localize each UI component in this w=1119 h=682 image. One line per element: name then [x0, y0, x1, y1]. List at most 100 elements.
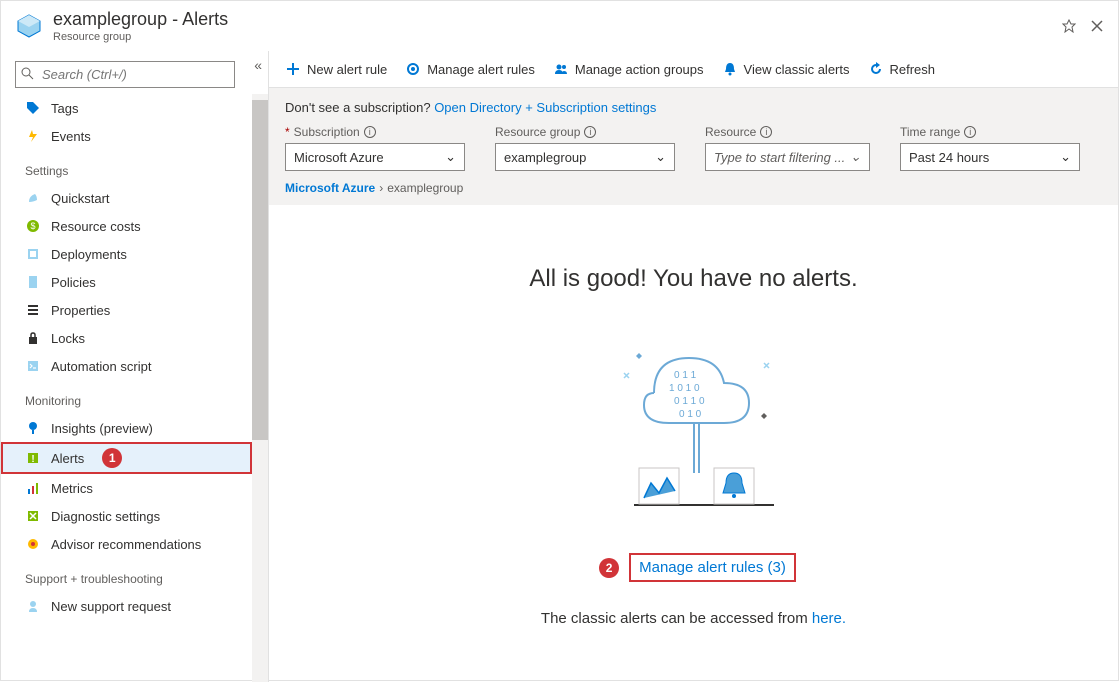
info-icon[interactable]: i	[364, 126, 376, 138]
filter-label: Resource group	[495, 125, 580, 139]
dropdown-value: Microsoft Azure	[294, 150, 384, 165]
breadcrumb-separator: ›	[379, 181, 383, 195]
sidebar-item-insights[interactable]: Insights (preview)	[1, 414, 252, 442]
header-actions	[1062, 19, 1104, 33]
sidebar-item-properties[interactable]: Properties	[1, 296, 252, 324]
events-icon	[25, 128, 41, 144]
nav-section-support: Support + troubleshooting	[1, 558, 252, 592]
group-icon	[553, 61, 569, 77]
directory-settings-link[interactable]: Open Directory + Subscription settings	[434, 100, 656, 115]
chevron-down-icon: ⌄	[1060, 149, 1071, 165]
dropdown-placeholder: Type to start filtering ...	[714, 150, 845, 165]
close-icon[interactable]	[1090, 19, 1104, 33]
sidebar-item-automation[interactable]: Automation script	[1, 352, 252, 380]
empty-state-title: All is good! You have no alerts.	[529, 265, 857, 293]
sidebar-item-locks[interactable]: Locks	[1, 324, 252, 352]
gear-icon	[405, 61, 421, 77]
breadcrumb-root[interactable]: Microsoft Azure	[285, 181, 375, 195]
filter-label: Subscription	[294, 125, 360, 139]
sidebar-item-label: Quickstart	[51, 191, 110, 206]
toolbar-label: Manage alert rules	[427, 62, 535, 77]
advisor-icon	[25, 536, 41, 552]
new-alert-rule-button[interactable]: New alert rule	[285, 61, 387, 77]
toolbar-label: View classic alerts	[744, 62, 850, 77]
sidebar-item-alerts[interactable]: ! Alerts 1	[1, 442, 252, 474]
sidebar-item-resource-costs[interactable]: $ Resource costs	[1, 212, 252, 240]
manage-alert-rules-link[interactable]: Manage alert rules (3)	[629, 553, 796, 582]
sidebar-item-label: Insights (preview)	[51, 421, 153, 436]
sidebar-item-events[interactable]: Events	[1, 122, 252, 150]
filter-resource-group: Resource group i examplegroup⌄	[495, 125, 675, 171]
classic-alerts-text: The classic alerts can be accessed from …	[541, 610, 846, 627]
breadcrumb-current: examplegroup	[387, 181, 463, 195]
chevron-down-icon: ⌄	[445, 149, 456, 165]
callout-badge-1: 1	[102, 448, 122, 468]
sidebar-item-tags[interactable]: Tags	[1, 94, 252, 122]
sidebar-item-advisor[interactable]: Advisor recommendations	[1, 530, 252, 558]
bell-icon	[722, 61, 738, 77]
scrollbar-thumb[interactable]	[252, 100, 268, 440]
info-icon[interactable]: i	[964, 126, 976, 138]
filter-bar: Don't see a subscription? Open Directory…	[269, 88, 1118, 205]
metrics-icon	[25, 480, 41, 496]
view-classic-alerts-button[interactable]: View classic alerts	[722, 61, 850, 77]
policies-icon	[25, 274, 41, 290]
header-text-block: examplegroup - Alerts Resource group	[53, 9, 228, 43]
collapse-icon[interactable]: «	[254, 57, 262, 73]
required-indicator: *	[285, 125, 290, 139]
automation-icon	[25, 358, 41, 374]
sidebar-item-label: Locks	[51, 331, 85, 346]
svg-text:1 0 1 0: 1 0 1 0	[669, 383, 700, 394]
diagnostic-icon	[25, 508, 41, 524]
help-text: Don't see a subscription?	[285, 100, 434, 115]
nav-menu: Tags Events Settings Quickstart $ Resour…	[1, 94, 252, 682]
dropdown-value: Past 24 hours	[909, 150, 989, 165]
subscription-dropdown[interactable]: Microsoft Azure ⌄	[285, 143, 465, 171]
filter-subscription: * Subscription i Microsoft Azure ⌄	[285, 125, 465, 171]
sidebar-item-support[interactable]: New support request	[1, 592, 252, 620]
sidebar-item-policies[interactable]: Policies	[1, 268, 252, 296]
blade-header: examplegroup - Alerts Resource group	[1, 1, 1118, 51]
resource-group-icon	[15, 12, 43, 40]
time-range-dropdown[interactable]: Past 24 hours ⌄	[900, 143, 1080, 171]
svg-text:0 1 1: 0 1 1	[674, 370, 697, 381]
toolbar-label: Manage action groups	[575, 62, 704, 77]
filter-label: Resource	[705, 125, 756, 139]
search-icon	[21, 67, 34, 80]
sidebar-item-label: New support request	[51, 599, 171, 614]
search-input[interactable]	[15, 61, 235, 88]
cloud-illustration: 0 1 1 1 0 1 0 0 1 1 0 0 1 0	[579, 323, 809, 523]
info-icon[interactable]: i	[760, 126, 772, 138]
refresh-button[interactable]: Refresh	[868, 61, 936, 77]
empty-state: All is good! You have no alerts. 0 1 1 1…	[269, 205, 1118, 682]
plus-icon	[285, 61, 301, 77]
manage-alert-rules-button[interactable]: Manage alert rules	[405, 61, 535, 77]
info-icon[interactable]: i	[584, 126, 596, 138]
scrollbar-track[interactable]	[252, 94, 268, 682]
sidebar-item-diagnostic[interactable]: Diagnostic settings	[1, 502, 252, 530]
manage-action-groups-button[interactable]: Manage action groups	[553, 61, 704, 77]
chevron-down-icon: ⌄	[655, 149, 666, 165]
svg-text:0 1 1 0: 0 1 1 0	[674, 396, 705, 407]
main-content: New alert rule Manage alert rules Manage…	[269, 51, 1118, 682]
quickstart-icon	[25, 190, 41, 206]
sidebar-item-quickstart[interactable]: Quickstart	[1, 184, 252, 212]
svg-text:!: !	[31, 454, 34, 465]
sidebar-item-metrics[interactable]: Metrics	[1, 474, 252, 502]
subscription-help: Don't see a subscription? Open Directory…	[285, 100, 1102, 115]
svg-text:0 1 0: 0 1 0	[679, 409, 702, 420]
sidebar-item-deployments[interactable]: Deployments	[1, 240, 252, 268]
pin-icon[interactable]	[1062, 19, 1076, 33]
sidebar-item-label: Policies	[51, 275, 96, 290]
classic-alerts-link[interactable]: here.	[812, 610, 846, 627]
sidebar-item-label: Tags	[51, 101, 78, 116]
properties-icon	[25, 302, 41, 318]
tag-icon	[25, 100, 41, 116]
sidebar-item-label: Alerts	[51, 451, 84, 466]
resource-group-dropdown[interactable]: examplegroup⌄	[495, 143, 675, 171]
sidebar-item-label: Metrics	[51, 481, 93, 496]
resource-dropdown[interactable]: Type to start filtering ...⌄	[705, 143, 870, 171]
lock-icon	[25, 330, 41, 346]
sidebar-item-label: Deployments	[51, 247, 127, 262]
sidebar-item-label: Resource costs	[51, 219, 141, 234]
